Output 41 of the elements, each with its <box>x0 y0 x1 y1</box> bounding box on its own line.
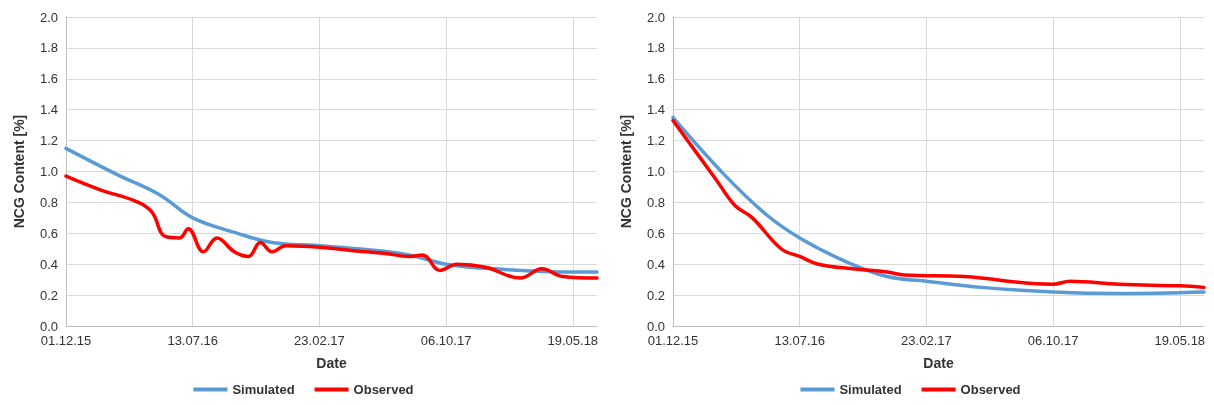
legend-label: Simulated <box>232 382 295 397</box>
legend-label: Observed <box>353 382 414 397</box>
x-tick-label: 23.02.17 <box>294 333 345 348</box>
x-tick-label: 13.07.16 <box>167 333 218 348</box>
x-tick-label: 01.12.15 <box>647 333 699 348</box>
y-tick-label: 1.0 <box>39 164 58 179</box>
y-tick-label: 0.4 <box>39 256 58 272</box>
legend-label: Observed <box>960 382 1021 397</box>
y-tick-label: 1.2 <box>646 133 665 149</box>
x-tick-label: 06.10.17 <box>1027 333 1079 348</box>
x-axis-title: Date <box>316 355 347 371</box>
y-tick-label: 1.4 <box>39 102 58 118</box>
y-tick-label: 0.8 <box>39 194 58 210</box>
y-tick-label: 2.0 <box>39 9 58 25</box>
y-tick-label: 0.6 <box>646 225 665 241</box>
x-tick-label: 01.12.15 <box>40 333 92 348</box>
y-tick-label: 2.0 <box>646 9 665 25</box>
y-axis-title: NCG Content [%] <box>11 114 27 229</box>
y-tick-label: 0.2 <box>646 287 665 303</box>
x-tick-label: 19.05.18 <box>1154 333 1206 348</box>
x-tick-label: 13.07.16 <box>774 333 825 348</box>
legend-label: Simulated <box>839 382 902 397</box>
x-axis-title: Date <box>923 355 954 371</box>
y-tick-label: 1.2 <box>39 133 58 149</box>
y-axis-title: NCG Content [%] <box>618 114 634 229</box>
y-tick-label: 1.8 <box>39 40 58 56</box>
x-tick-label: 06.10.17 <box>420 333 472 348</box>
y-tick-label: 1.4 <box>646 102 665 118</box>
line-series <box>64 174 599 280</box>
y-tick-label: 0.0 <box>646 318 665 334</box>
y-tick-label: 1.6 <box>646 71 665 87</box>
y-tick-label: 1.6 <box>39 71 58 87</box>
y-tick-label: 1.0 <box>646 164 665 179</box>
y-tick-label: 0.2 <box>39 287 58 303</box>
y-tick-label: 0.6 <box>39 225 58 241</box>
y-tick-label: 1.8 <box>646 40 665 56</box>
x-tick-label: 23.02.17 <box>901 333 952 348</box>
y-tick-label: 0.4 <box>646 256 665 272</box>
x-tick-label: 19.05.18 <box>547 333 599 348</box>
y-tick-label: 0.8 <box>646 194 665 210</box>
y-tick-label: 0.0 <box>39 318 58 334</box>
